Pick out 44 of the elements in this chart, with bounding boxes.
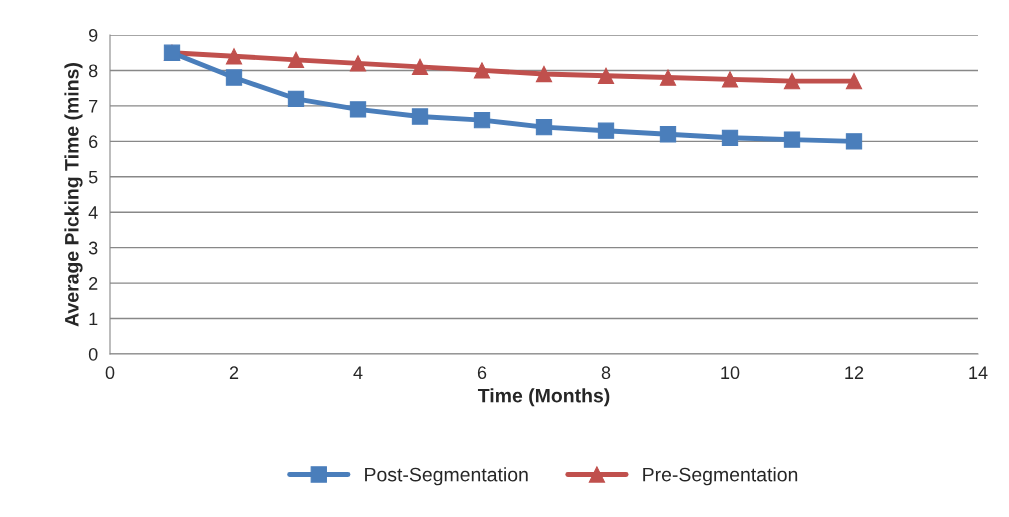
point (535, 119, 553, 136)
x-tick-label: 10 (721, 366, 740, 380)
x-tick-label: 8 (601, 366, 611, 380)
legend-label: Pre-Segmentation (643, 467, 798, 486)
y-tick-label: 8 (88, 64, 98, 78)
y-tick-label: 9 (89, 28, 98, 42)
point (721, 71, 739, 88)
y-tick-label: 6 (89, 135, 98, 149)
point (287, 90, 305, 107)
point (597, 67, 615, 84)
point (411, 58, 429, 76)
point (783, 72, 801, 90)
point (349, 101, 367, 118)
y-tick-label: 0 (88, 347, 98, 361)
x-axis-title: Time (Months) (477, 388, 610, 407)
point (845, 133, 863, 150)
y-axis-title: Average Picking Time (mins) (64, 63, 83, 327)
point (473, 111, 491, 129)
point (659, 126, 677, 143)
point (535, 65, 553, 83)
point (225, 48, 243, 65)
point (473, 62, 491, 79)
x-tick-label: 6 (477, 366, 487, 380)
point (411, 108, 429, 125)
y-tick-label: 2 (89, 277, 98, 290)
x-tick-label: 0 (105, 366, 115, 380)
x-tick-label: 4 (353, 366, 363, 379)
y-tick-label: 1 (89, 312, 98, 326)
y-tick-label: 5 (88, 170, 98, 184)
point (845, 72, 863, 90)
y-tick-label: 7 (89, 100, 98, 113)
point (597, 122, 615, 139)
point (349, 55, 367, 72)
point (287, 51, 305, 68)
x-tick-label: 12 (845, 366, 864, 379)
y-tick-label: 4 (88, 206, 98, 219)
point (783, 131, 801, 148)
legend-label: Post-Segmentation (365, 467, 528, 486)
x-tick-label: 14 (969, 366, 988, 379)
y-tick-label: 3 (88, 241, 98, 255)
point (659, 69, 677, 86)
point (225, 69, 243, 86)
x-tick-label: 2 (229, 366, 239, 379)
point (721, 129, 739, 146)
